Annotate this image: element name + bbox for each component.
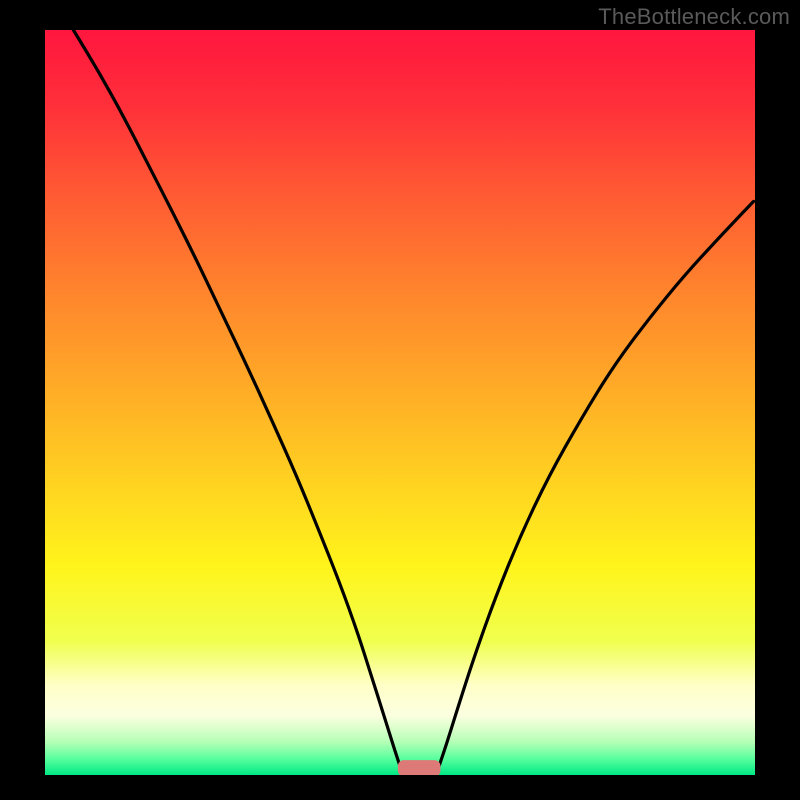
frame-left <box>0 0 45 800</box>
frame-bottom <box>0 775 800 800</box>
chart-svg <box>0 0 800 800</box>
bottleneck-chart: TheBottleneck.com <box>0 0 800 800</box>
trough-marker <box>398 760 441 776</box>
watermark-text: TheBottleneck.com <box>598 4 790 30</box>
frame-right <box>755 0 800 800</box>
plot-background <box>45 30 755 775</box>
